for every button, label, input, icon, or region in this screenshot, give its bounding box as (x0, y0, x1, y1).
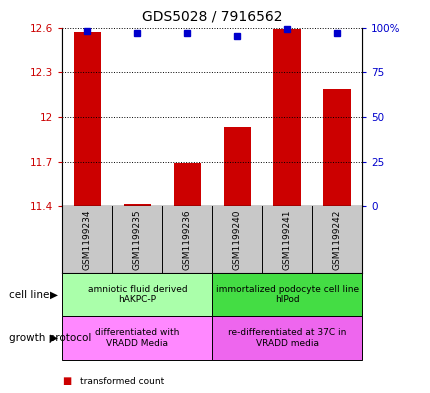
Text: amniotic fluid derived
hAKPC-P: amniotic fluid derived hAKPC-P (87, 285, 187, 305)
Text: re-differentiated at 37C in
VRADD media: re-differentiated at 37C in VRADD media (227, 328, 346, 348)
Text: cell line: cell line (9, 290, 49, 300)
Bar (273, 29, 300, 206)
Text: immortalized podocyte cell line
hIPod: immortalized podocyte cell line hIPod (215, 285, 358, 305)
Text: GSM1199241: GSM1199241 (282, 210, 291, 270)
Text: GSM1199234: GSM1199234 (83, 210, 92, 270)
Text: growth protocol: growth protocol (9, 333, 91, 343)
Bar (173, 163, 200, 206)
Text: ▶: ▶ (49, 333, 58, 343)
Bar (322, 88, 350, 206)
Bar (223, 127, 250, 206)
Bar (123, 204, 151, 206)
Title: GDS5028 / 7916562: GDS5028 / 7916562 (142, 9, 282, 24)
Text: GSM1199235: GSM1199235 (132, 210, 141, 270)
Text: GSM1199236: GSM1199236 (182, 210, 191, 270)
Bar (74, 32, 101, 206)
Text: ▶: ▶ (49, 290, 58, 300)
Text: ■: ■ (62, 376, 71, 386)
Text: GSM1199242: GSM1199242 (332, 210, 341, 270)
Text: GSM1199240: GSM1199240 (232, 210, 241, 270)
Text: transformed count: transformed count (80, 377, 163, 386)
Text: differentiated with
VRADD Media: differentiated with VRADD Media (95, 328, 179, 348)
